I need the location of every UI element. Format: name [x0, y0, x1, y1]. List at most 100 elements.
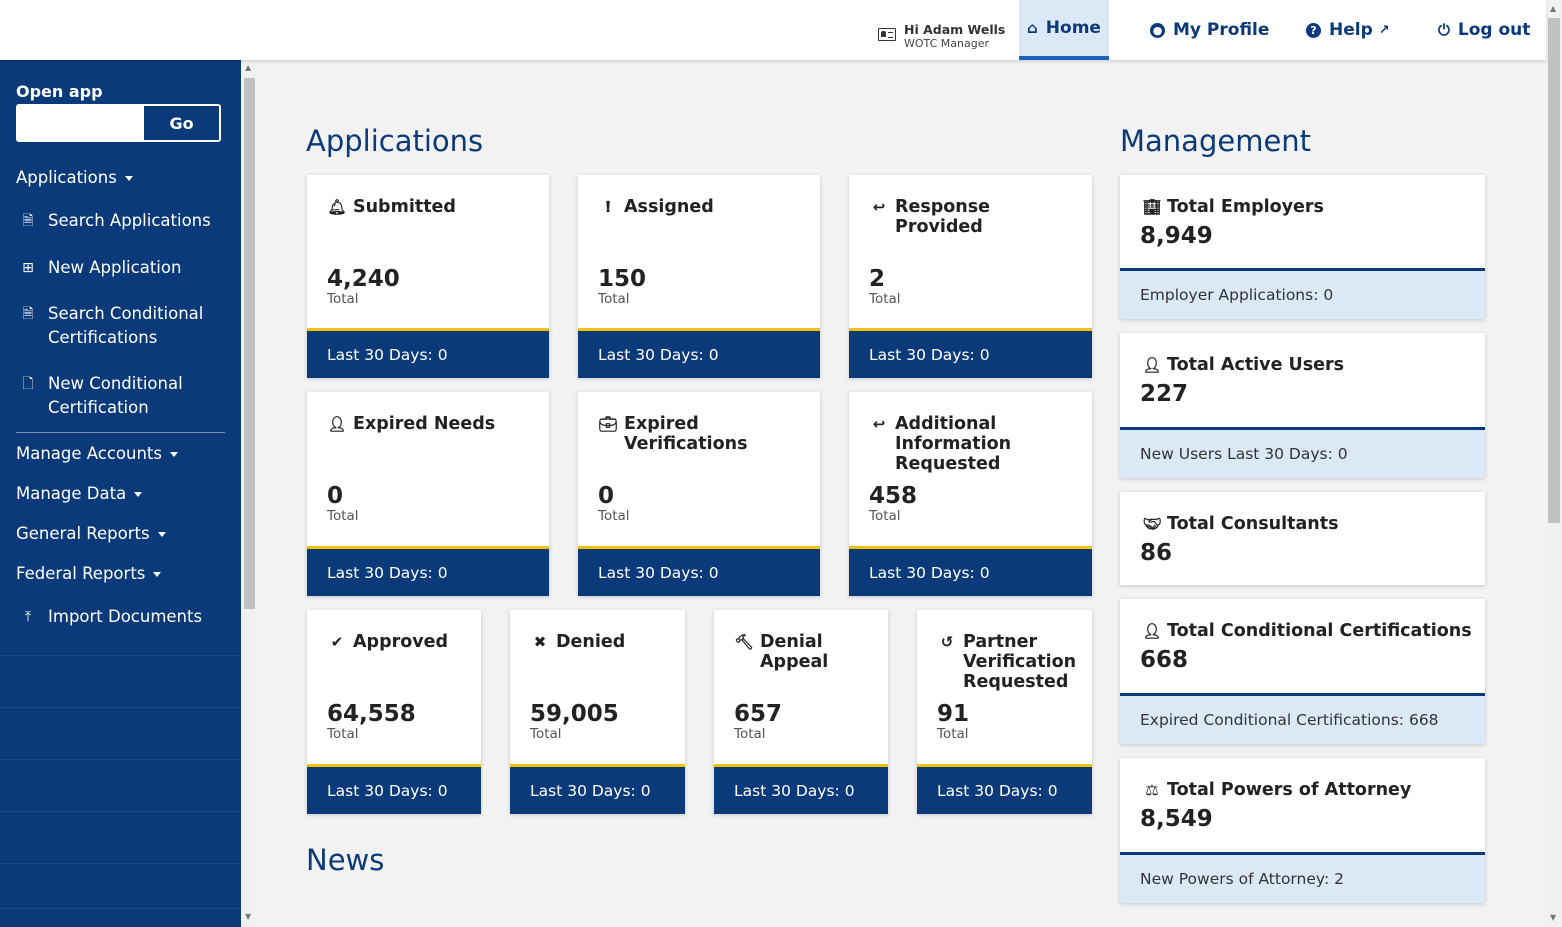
- card-total-value: 64,558: [327, 701, 416, 727]
- page-scrollbar-thumb[interactable]: [1548, 18, 1560, 523]
- user-role: WOTC Manager: [904, 37, 990, 50]
- nav-logout-label: Log out: [1457, 20, 1531, 40]
- caret-down-icon: [134, 492, 143, 497]
- mgmt-card-total-consultants[interactable]: 🤝︎ Total Consultants 86: [1120, 492, 1485, 585]
- scroll-down-icon[interactable]: ▼: [1550, 913, 1557, 922]
- sidebar-item-label: Manage Data: [16, 484, 127, 503]
- sidebar-item-label: Search Conditional Certifications: [48, 304, 204, 347]
- sidebar-line: [0, 811, 241, 812]
- sidebar-item-label: Federal Reports: [16, 564, 146, 583]
- card-value: 668: [1140, 647, 1189, 673]
- sidebar-scrollbar-thumb[interactable]: [244, 78, 255, 609]
- card-title: Submitted: [353, 197, 456, 217]
- card-total-value: 2: [869, 266, 886, 292]
- mgmt-card-total-employers[interactable]: 🏢︎ Total Employers 8,949 Employer Applica…: [1120, 175, 1485, 319]
- home-icon: ⌂: [1027, 19, 1038, 37]
- sidebar-item-general-reports[interactable]: General Reports: [16, 522, 166, 546]
- app-card-expired-needs[interactable]: 👤︎ Expired Needs 0 Total Last 30 Days: 0: [307, 392, 549, 596]
- card-total-label: Total: [937, 726, 969, 742]
- card-title: Response Provided: [895, 197, 991, 237]
- scroll-down-icon[interactable]: ▼: [245, 912, 252, 921]
- search-document-icon: 🗎: [22, 306, 34, 322]
- go-button[interactable]: Go: [144, 106, 219, 140]
- card-title: Total Consultants: [1167, 514, 1339, 534]
- sidebar-line: [0, 707, 241, 708]
- app-card-submitted[interactable]: 🔔︎ Submitted 4,240 Total Last 30 Days: 0: [307, 175, 549, 378]
- sidebar-item-federal-reports[interactable]: Federal Reports: [16, 562, 162, 586]
- open-app-input[interactable]: [18, 106, 144, 140]
- card-total-value: 0: [327, 483, 344, 509]
- app-card-additional-information-requested[interactable]: ↩ Additional Information Requested 458 To…: [849, 392, 1092, 596]
- handshake-icon: 🤝︎: [1142, 515, 1162, 533]
- caret-down-icon: [153, 572, 162, 577]
- question-circle-icon: ?: [1306, 22, 1321, 38]
- card-subtext: Employer Applications: 0: [1120, 268, 1485, 319]
- card-last30: Last 30 Days: 0: [307, 764, 481, 814]
- sidebar-line: [0, 759, 241, 760]
- card-subtext: New Users Last 30 Days: 0: [1120, 427, 1485, 478]
- nav-help-link[interactable]: ? Help ↗: [1306, 0, 1390, 60]
- card-title: Denied: [556, 632, 626, 652]
- card-total-label: Total: [869, 508, 901, 524]
- card-total-value: 657: [734, 701, 783, 727]
- sidebar-item-search-conditional-certifications[interactable]: 🗎 Search Conditional Certifications: [16, 302, 216, 350]
- nav-home-label: Home: [1045, 18, 1101, 38]
- mgmt-card-total-active-users[interactable]: 👤︎ Total Active Users 227 New Users Last …: [1120, 333, 1485, 478]
- mgmt-card-total-powers-of-attorney[interactable]: ⚖︎ Total Powers of Attorney 8,549 New Pow…: [1120, 758, 1485, 903]
- card-total-label: Total: [327, 508, 359, 524]
- card-total-value: 59,005: [530, 701, 619, 727]
- sidebar-item-new-conditional-certification[interactable]: 🗋 New Conditional Certification: [16, 372, 216, 420]
- app-card-denied[interactable]: ✖ Denied 59,005 Total Last 30 Days: 0: [510, 610, 685, 814]
- exclamation-icon: ❗︎: [605, 198, 611, 216]
- sidebar: Open app Go Applications 🗎 Search Applic…: [0, 60, 241, 927]
- card-title: Total Powers of Attorney: [1167, 780, 1412, 800]
- app-card-denial-appeal[interactable]: 🔨︎ Denial Appeal 657 Total Last 30 Days: …: [714, 610, 888, 814]
- app-card-approved[interactable]: ✔ Approved 64,558 Total Last 30 Days: 0: [307, 610, 481, 814]
- user-circle-icon: ●: [1150, 22, 1165, 38]
- app-card-assigned[interactable]: ❗︎ Assigned 150 Total Last 30 Days: 0: [578, 175, 820, 378]
- news-title: News: [306, 843, 385, 877]
- reply-icon: ↩: [872, 198, 886, 216]
- nav-profile-label: My Profile: [1173, 20, 1270, 40]
- scroll-up-icon[interactable]: ▲: [245, 63, 252, 72]
- user-info: Hi Adam Wells WOTC Manager: [878, 22, 1005, 50]
- sidebar-item-new-application[interactable]: ⊞ New Application: [16, 256, 181, 280]
- card-title: Approved: [353, 632, 449, 652]
- card-last30: Last 30 Days: 0: [714, 764, 888, 814]
- sidebar-item-manage-data[interactable]: Manage Data: [16, 482, 143, 506]
- open-app-form: Go: [16, 104, 221, 142]
- card-total-label: Total: [598, 291, 630, 307]
- scroll-up-icon[interactable]: ▲: [1550, 4, 1557, 13]
- card-last30: Last 30 Days: 0: [578, 546, 820, 596]
- search-document-icon: 🗎: [22, 213, 34, 229]
- sidebar-item-applications[interactable]: Applications: [16, 166, 133, 190]
- top-navbar: Hi Adam Wells WOTC Manager ⌂ Home ● My P…: [0, 0, 1546, 60]
- sidebar-item-label: General Reports: [16, 524, 150, 543]
- sidebar-item-import-documents[interactable]: ⤒ Import Documents: [16, 605, 202, 629]
- app-card-partner-verification-requested[interactable]: ↺ Partner Verification Requested 91 Total…: [917, 610, 1092, 814]
- card-title: Total Conditional Certifications: [1167, 621, 1472, 641]
- nav-profile-link[interactable]: ● My Profile: [1150, 0, 1269, 60]
- nav-help-label: Help: [1329, 20, 1373, 40]
- building-icon: 🏢︎: [1142, 198, 1162, 216]
- sidebar-item-search-applications[interactable]: 🗎 Search Applications: [16, 209, 211, 233]
- mgmt-card-total-conditional-certifications[interactable]: 👤︎ Total Conditional Certifications 668 E…: [1120, 599, 1485, 744]
- sidebar-item-label: New Application: [48, 258, 182, 277]
- external-link-icon: ↗: [1378, 22, 1390, 38]
- card-title: Denial Appeal: [760, 632, 829, 672]
- sidebar-item-manage-accounts[interactable]: Manage Accounts: [16, 442, 179, 466]
- card-subtext: New Powers of Attorney: 2: [1120, 852, 1485, 903]
- app-card-response-provided[interactable]: ↩ Response Provided 2 Total Last 30 Days:…: [849, 175, 1092, 378]
- nav-home-link[interactable]: ⌂ Home: [1019, 0, 1109, 60]
- management-title: Management: [1120, 124, 1312, 158]
- sidebar-item-label: Search Applications: [48, 211, 211, 230]
- card-last30: Last 30 Days: 0: [849, 546, 1092, 596]
- reply-all-icon: ↩: [872, 415, 886, 433]
- nav-logout-link[interactable]: ⏻ Log out: [1438, 0, 1530, 60]
- app-card-expired-verifications[interactable]: 💼︎ Expired Verifications 0 Total Last 30 …: [578, 392, 820, 596]
- power-icon: ⏻: [1438, 21, 1450, 39]
- card-last30: Last 30 Days: 0: [917, 764, 1092, 814]
- sidebar-line: [0, 655, 241, 656]
- user-greeting: Hi Adam Wells: [904, 22, 1006, 37]
- sidebar-item-label: Applications: [16, 168, 117, 187]
